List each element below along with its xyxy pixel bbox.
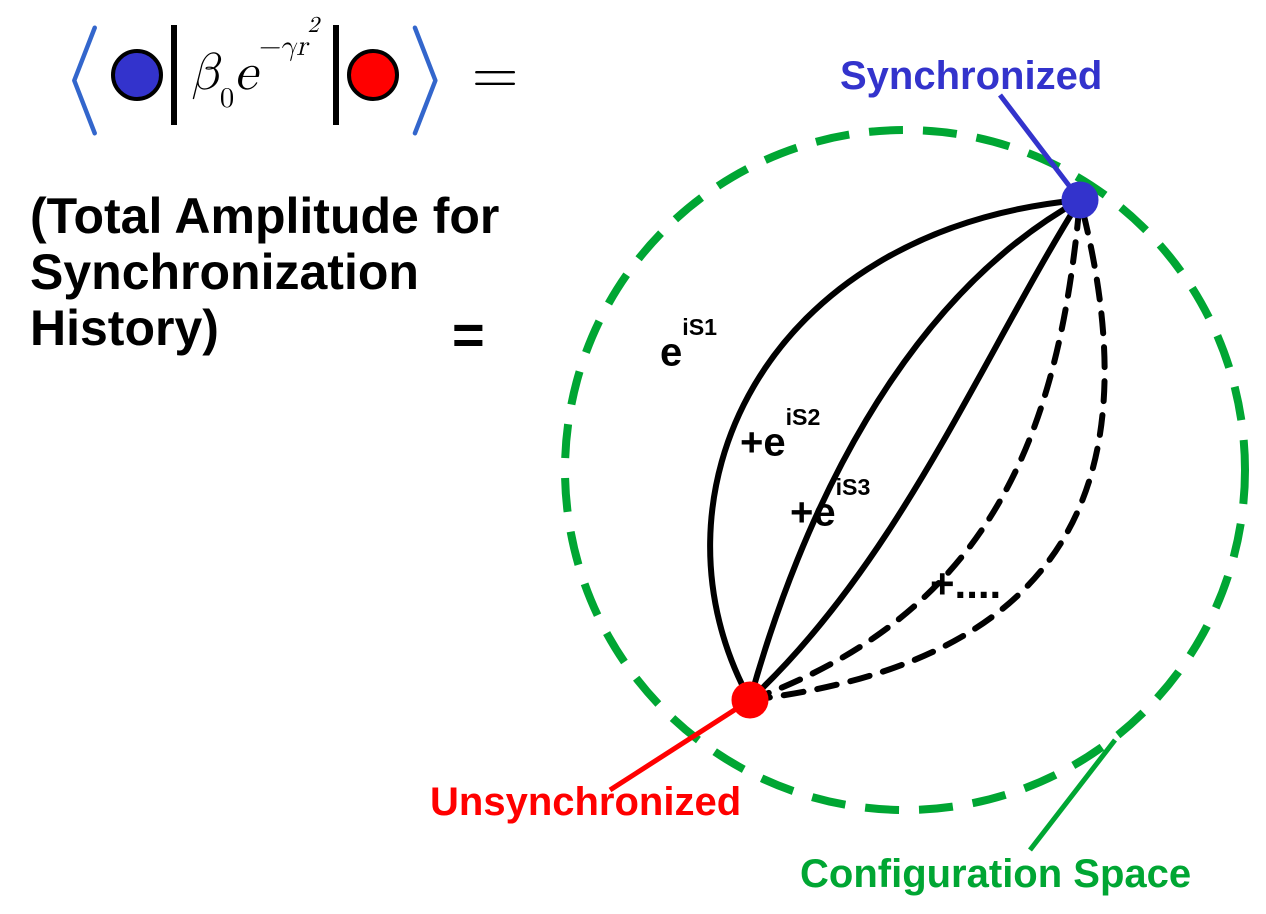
unsynchronized-leader: [610, 700, 750, 790]
unsynchronized-label: Unsynchronized: [430, 780, 741, 825]
synchronized-label: Synchronized: [840, 54, 1102, 99]
amplitude-term-ellipsis: +....: [930, 560, 1001, 608]
path-integral-diagram: [0, 0, 1266, 914]
unsynchronized-node: [732, 682, 768, 718]
configuration-space-circle: [565, 130, 1245, 810]
amplitude-term-3: +eiS3: [790, 490, 870, 535]
figure-root: ⟨ β0e−γr2 ⟩ = (Total Amplitude for Synch…: [0, 0, 1266, 914]
amplitude-term-2: +eiS2: [740, 420, 820, 465]
synchronized-leader: [1000, 95, 1080, 200]
amplitude-term-1: eiS1: [660, 330, 717, 375]
configuration-space-label: Configuration Space: [800, 852, 1191, 897]
config-space-leader: [1030, 740, 1115, 850]
synchronized-node: [1062, 182, 1098, 218]
